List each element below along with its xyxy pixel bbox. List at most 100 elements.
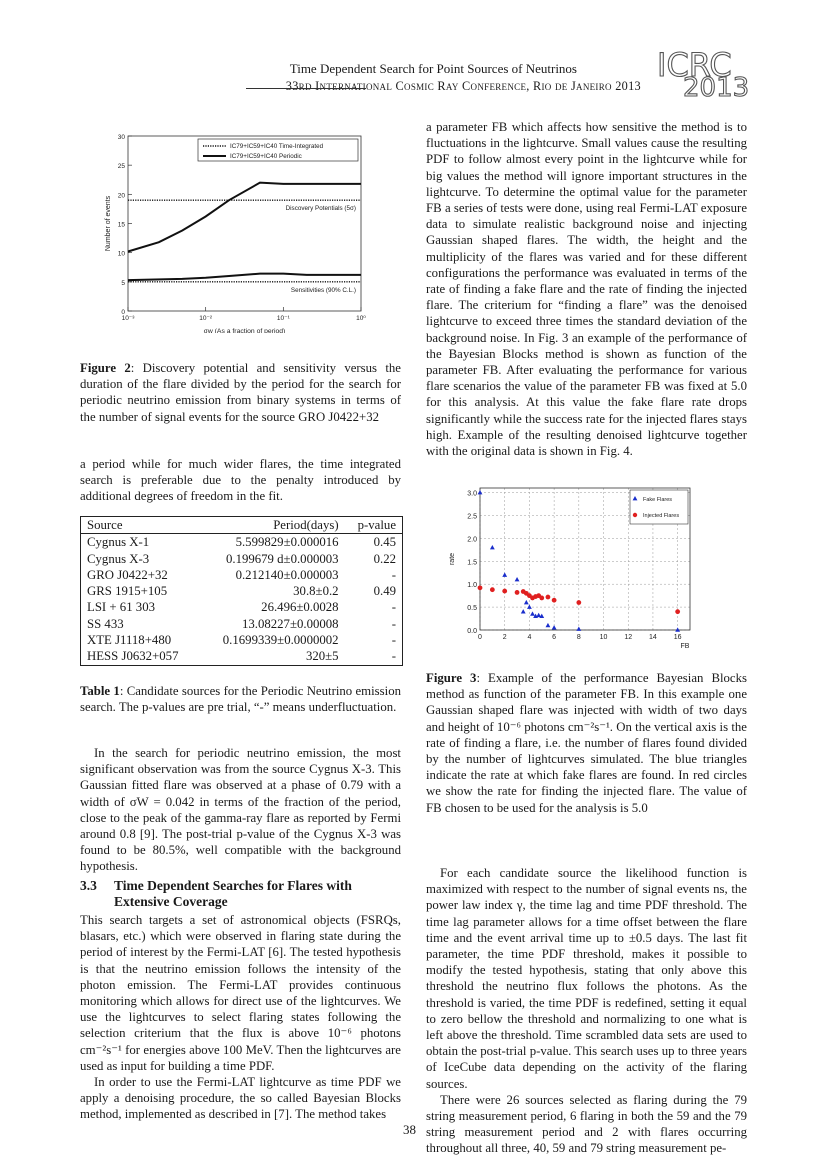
- figure-2-label: Figure 2: [80, 361, 131, 375]
- fake-flare-point: [502, 572, 508, 577]
- table-cell: -: [391, 633, 396, 648]
- table-cell: 320±5: [305, 649, 339, 664]
- table-header-source: Source: [81, 517, 199, 535]
- table-header-row: Source Period(days) p-value: [81, 517, 402, 535]
- table-header-period: Period(days): [198, 517, 345, 535]
- x-axis-label: FB: [681, 643, 690, 650]
- series-line: [127, 181, 361, 253]
- table-row: HESS J0632+057 320±5 -: [81, 648, 402, 664]
- icrc-logo: ICRC 2013: [656, 48, 749, 100]
- table-row: GRS 1915+105 30.8±0.2 0.49: [81, 583, 402, 599]
- y-tick-label: 25: [118, 163, 126, 170]
- y-tick-label: 20: [118, 192, 126, 199]
- table-row: XTE J1118+480 0.1699339±0.0000002 -: [81, 632, 402, 648]
- y-tick-label: 0.5: [467, 605, 477, 612]
- table-cell: 0.45: [373, 535, 396, 550]
- logo-line1: ICRC: [657, 48, 732, 84]
- figure-3-label: Figure 3: [426, 671, 477, 685]
- table-cell: -: [391, 567, 396, 582]
- injected-flare-point: [675, 609, 681, 615]
- x-tick-label: 10⁻²: [199, 315, 213, 322]
- left-paragraph-2: In the search for periodic neutrino emis…: [80, 745, 401, 875]
- table-1-label: Table 1: [80, 684, 120, 698]
- figure-2-caption-text: : Discovery potential and sensitivity ve…: [80, 361, 401, 424]
- fake-flare-point: [489, 544, 495, 550]
- x-tick-label: 0: [478, 634, 482, 641]
- table-cell: -: [391, 616, 396, 631]
- legend-label: Fake Flares: [643, 497, 672, 503]
- injected-flare-point: [477, 585, 483, 591]
- x-tick-label: 12: [624, 634, 632, 641]
- fake-flare-point: [477, 489, 483, 495]
- table-cell: 5.599829±0.000016: [235, 535, 339, 550]
- table-cell: XTE J1118+480: [87, 633, 172, 648]
- y-tick-label: 1.0: [467, 582, 477, 589]
- table-row: LSI + 61 303 26.496±0.0028 -: [81, 599, 402, 615]
- injected-flare-point: [576, 600, 582, 605]
- logo-line2: 2013: [683, 73, 749, 100]
- x-tick-label: 10⁻¹: [277, 315, 291, 322]
- x-tick-label: 16: [674, 634, 682, 641]
- fake-flare-point: [551, 625, 557, 630]
- injected-flare-point: [502, 588, 508, 594]
- x-tick-label: 8: [577, 634, 581, 641]
- table-cell: GRS 1915+105: [87, 584, 168, 599]
- conference-line: 33rd International Cosmic Ray Conference…: [285, 79, 641, 93]
- table-1-caption-text: : Candidate sources for the Periodic Neu…: [80, 684, 401, 715]
- section-title-line2: Extensive Coverage: [114, 894, 228, 909]
- y-tick-label: 0.0: [467, 628, 477, 635]
- y-axis-label: Number of events: [105, 195, 112, 251]
- legend-label: Injected Flares: [643, 513, 679, 519]
- section-title-line1: Time Dependent Searches for Flares with: [114, 878, 352, 893]
- running-title: Time Dependent Search for Point Sources …: [289, 61, 577, 76]
- left-paragraph-2-text: In the search for periodic neutrino emis…: [80, 746, 401, 874]
- table-row: Cygnus X-3 0.199679 d±0.000003 0.22: [81, 551, 402, 567]
- y-tick-label: 10: [118, 251, 126, 258]
- x-tick-label: 14: [649, 634, 657, 641]
- fake-flare-point: [530, 611, 535, 616]
- fake-flare-point: [523, 599, 529, 605]
- table-row: GRO J0422+32 0.212140±0.000003 -: [81, 567, 402, 583]
- fake-flare-point: [539, 613, 545, 619]
- figure-2-caption: Figure 2: Discovery potential and sensit…: [80, 360, 401, 425]
- left-paragraph-3: This search targets a set of astronomica…: [80, 912, 401, 1123]
- series-line: [127, 272, 361, 282]
- annotation-sensitivity: Sensitivities (90% C.L.): [291, 287, 356, 294]
- x-tick-label: 10⁰: [356, 315, 366, 322]
- y-tick-label: 30: [118, 134, 126, 141]
- table-cell: LSI + 61 303: [87, 600, 156, 615]
- figure-3-caption: Figure 3: Example of the performance Bay…: [426, 670, 747, 816]
- table-row: SS 433 13.08227±0.00008 -: [81, 616, 402, 632]
- figure-3-chart: 0.0 0.5 1.0 1.5 2.0 2.5 3.0 0 2 4 6 8 10 12 14 16 FB rate…: [449, 487, 691, 650]
- y-tick-label: 1.5: [467, 559, 477, 566]
- figure-2-chart: 0 5 10 15 20 25 30 10⁻³ 10⁻² 10⁻¹ 10⁰ σw (As a frac…: [105, 134, 366, 333]
- right-paragraph-1: a parameter FB which affects how sensiti…: [426, 120, 747, 459]
- plot-frame: [127, 135, 362, 312]
- x-axis-label: σw (As a fraction of period): [204, 328, 286, 333]
- legend-box: [197, 138, 359, 162]
- table-cell: 0.49: [373, 584, 396, 599]
- y-tick-label: 15: [118, 222, 126, 229]
- left-paragraph-4-text: In order to use the Fermi-LAT lightcurve…: [80, 1075, 401, 1122]
- table-cell: 13.08227±0.00008: [241, 616, 339, 631]
- table-1-caption: Table 1: Candidate sources for the Perio…: [80, 683, 401, 715]
- fake-flare-point: [545, 622, 551, 628]
- y-tick-label: 5: [121, 280, 125, 287]
- figure-3-caption-text: : Example of the performance Bayesian Bl…: [426, 671, 747, 815]
- page-number: 38: [403, 1122, 416, 1137]
- annotation-discovery: Discovery Potentials (5σ): [286, 205, 356, 212]
- section-number: 3.3: [80, 878, 97, 893]
- y-tick-label: 0: [121, 309, 125, 316]
- x-tick-label: 6: [552, 634, 556, 641]
- table-cell: HESS J0632+057: [87, 649, 179, 664]
- right-paragraph-2-text: For each candidate source the likelihood…: [426, 866, 747, 1091]
- table-cell: -: [391, 600, 396, 615]
- y-tick-label: 3.0: [467, 491, 477, 498]
- injected-flare-point: [489, 587, 495, 593]
- injected-flare-point: [551, 597, 557, 603]
- x-tick-label: 10⁻³: [122, 315, 136, 322]
- y-tick-label: 2.5: [467, 513, 477, 520]
- y-axis-label: rate: [449, 553, 456, 565]
- fake-flare-point: [520, 609, 526, 614]
- table-cell: 0.199679 d±0.000003: [225, 551, 339, 566]
